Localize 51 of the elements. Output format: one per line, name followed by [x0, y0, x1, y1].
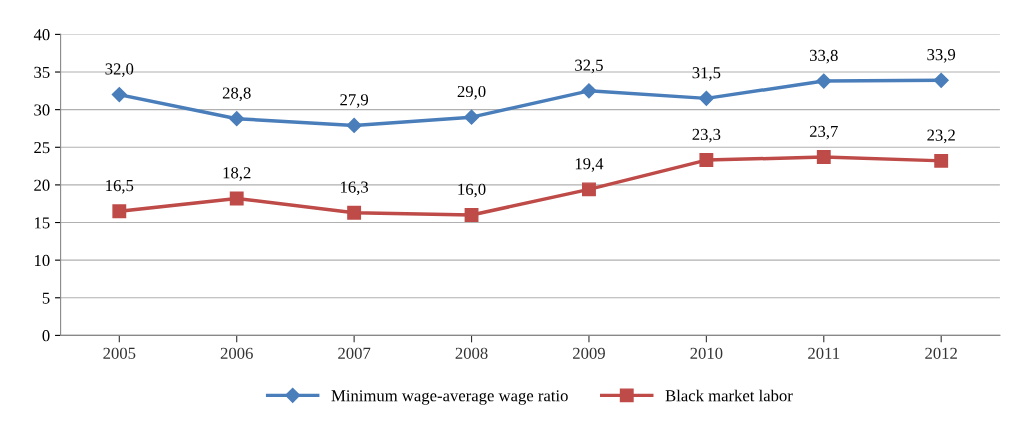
legend-label: Minimum wage-average wage ratio	[331, 390, 568, 405]
y-tick-label: 15	[34, 217, 50, 229]
x-tick-label: 2007	[338, 347, 371, 359]
point	[229, 111, 245, 127]
point	[933, 72, 949, 88]
data-label: 23,2	[927, 129, 955, 144]
y-tick-label: 25	[34, 142, 50, 154]
data-label: 33,9	[927, 49, 956, 63]
point	[112, 204, 127, 219]
point	[934, 153, 949, 168]
y-tick-label: 40	[33, 29, 50, 41]
point	[699, 153, 714, 168]
data-label: 18,2	[223, 167, 251, 181]
legend-label: Black market labor	[665, 389, 793, 402]
data-label: 23,3	[692, 128, 721, 143]
x-tick-label: 2012	[925, 347, 957, 359]
point	[111, 87, 127, 103]
point	[347, 205, 362, 220]
x-tick-label: 2005	[103, 347, 136, 359]
point	[346, 117, 362, 134]
data-label: 29,0	[457, 85, 486, 100]
data-label: 16,5	[106, 179, 134, 194]
y-tick-label: 35	[34, 66, 50, 78]
x-tick-label: 2008	[455, 347, 488, 359]
point	[816, 73, 832, 89]
data-label: 16,3	[341, 181, 369, 196]
point	[464, 208, 479, 222]
data-label: 27,9	[340, 94, 369, 108]
y-tick-label: 20	[34, 179, 50, 191]
point	[816, 150, 831, 165]
point	[582, 182, 596, 197]
point	[698, 90, 714, 106]
data-label: 28,8	[222, 87, 251, 102]
point	[581, 83, 597, 99]
point	[229, 191, 244, 206]
x-tick-label: 2010	[690, 347, 723, 359]
data-label: 31,5	[692, 67, 721, 81]
x-tick-label: 2006	[220, 347, 253, 359]
data-label: 19,4	[575, 158, 604, 172]
data-label: 33,8	[809, 49, 838, 64]
x-tick-label: 2011	[808, 347, 840, 359]
y-tick-label: 5	[42, 292, 50, 304]
data-label: 32,5	[575, 59, 603, 74]
x-tick-label: 2009	[573, 347, 605, 359]
data-label: 16,0	[458, 183, 486, 198]
data-label: 23,7	[809, 125, 838, 140]
y-tick-label: 30	[34, 104, 50, 116]
y-tick-label: 10	[34, 254, 50, 267]
point	[463, 109, 480, 125]
data-label: 32,0	[105, 63, 134, 77]
y-tick-label: 0	[42, 330, 50, 342]
